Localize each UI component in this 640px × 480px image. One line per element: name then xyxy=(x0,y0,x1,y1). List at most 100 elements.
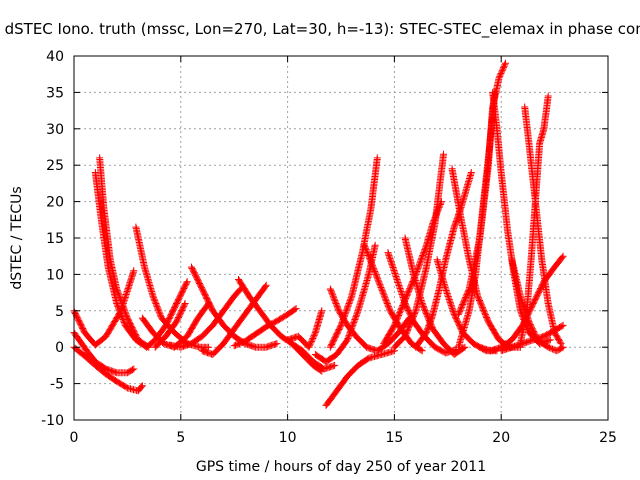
data-point xyxy=(261,283,269,290)
data-point xyxy=(307,339,315,347)
data-point xyxy=(377,284,385,291)
x-tick-label: 20 xyxy=(492,430,510,446)
data-point xyxy=(481,309,489,317)
y-tick-label: 35 xyxy=(46,85,64,101)
axis-ticks: 0 5 10 15 20 25 -10 -5 0 5 10 15 20 25 30 35 40 xyxy=(41,49,617,446)
data-point xyxy=(344,302,352,310)
data-point xyxy=(362,244,370,252)
data-point xyxy=(383,298,391,306)
data-point xyxy=(331,298,339,306)
data-point xyxy=(155,307,163,315)
data-point xyxy=(496,71,504,79)
data-point xyxy=(114,289,122,297)
data-point xyxy=(181,300,189,307)
x-axis-label: GPS time / hours of day 250 of year 2011 xyxy=(196,459,486,475)
data-point xyxy=(401,332,409,340)
data-point xyxy=(374,275,382,283)
data-point xyxy=(402,331,410,339)
series-3 xyxy=(96,154,153,351)
x-tick-label: 5 xyxy=(176,430,185,446)
y-tick-label: 20 xyxy=(46,195,64,211)
data-point xyxy=(292,305,300,313)
series-13 xyxy=(230,305,300,350)
data-point xyxy=(305,343,313,351)
series-1 xyxy=(70,267,138,349)
y-tick-label: 40 xyxy=(46,49,64,65)
data-point xyxy=(333,301,341,309)
data-point xyxy=(371,241,379,249)
data-point xyxy=(379,289,387,297)
data-point xyxy=(346,298,353,306)
data-point xyxy=(384,302,392,310)
data-point xyxy=(183,278,191,286)
series-24 xyxy=(401,234,469,358)
data-point xyxy=(423,311,431,319)
data-point xyxy=(419,250,427,258)
x-tick-label: 25 xyxy=(599,430,617,446)
data-point xyxy=(331,361,339,369)
data-point xyxy=(477,301,485,309)
data-point xyxy=(390,321,398,329)
data-point xyxy=(330,294,338,302)
data-point xyxy=(405,322,413,330)
y-tick-label: 10 xyxy=(46,267,64,283)
data-point xyxy=(124,286,132,294)
data-point xyxy=(121,307,129,315)
series-8 xyxy=(151,300,189,351)
data-point xyxy=(546,336,554,344)
data-point xyxy=(369,263,377,271)
series-17 xyxy=(322,347,398,409)
data-point xyxy=(149,292,157,300)
data-point xyxy=(497,70,505,77)
data-point xyxy=(558,344,566,352)
data-point xyxy=(416,259,424,267)
data-point xyxy=(558,322,566,330)
data-point xyxy=(406,321,414,329)
data-point xyxy=(370,265,378,273)
data-point xyxy=(376,282,384,290)
x-tick-label: 0 xyxy=(70,430,79,446)
data-point xyxy=(151,298,159,306)
data-point xyxy=(368,260,376,268)
data-point xyxy=(559,252,567,260)
data-point xyxy=(371,268,379,275)
data-point xyxy=(544,92,552,100)
data-point xyxy=(461,295,469,303)
data-point xyxy=(347,294,355,302)
data-point xyxy=(409,313,417,320)
y-tick-label: 15 xyxy=(46,231,64,247)
data-point xyxy=(262,281,270,289)
chart-title: dSTEC Iono. truth (mssc, Lon=270, Lat=30… xyxy=(5,20,640,39)
data-point xyxy=(328,289,336,297)
data-point xyxy=(361,241,368,249)
data-point xyxy=(559,321,567,329)
data-point xyxy=(311,330,319,338)
data-point xyxy=(474,292,482,300)
series-35 xyxy=(497,321,567,355)
data-point xyxy=(183,279,190,287)
data-point xyxy=(418,300,426,307)
data-point xyxy=(465,286,473,294)
data-point xyxy=(546,344,554,352)
data-point xyxy=(499,65,507,73)
data-point xyxy=(153,302,161,310)
data-point xyxy=(381,294,389,302)
data-point xyxy=(342,307,350,315)
data-point xyxy=(457,303,465,311)
data-point xyxy=(118,298,125,306)
data-point xyxy=(151,297,159,305)
data-point xyxy=(129,366,136,374)
data-point xyxy=(418,254,426,262)
series-14 xyxy=(284,307,326,351)
data-point xyxy=(496,72,504,80)
data-point xyxy=(502,59,509,67)
data-point xyxy=(308,336,316,344)
data-point xyxy=(306,340,314,348)
data-point xyxy=(461,343,469,351)
data-point xyxy=(460,344,468,352)
series-15 xyxy=(288,340,339,373)
data-point xyxy=(154,304,162,312)
data-point xyxy=(205,343,213,351)
data-point xyxy=(291,305,299,313)
